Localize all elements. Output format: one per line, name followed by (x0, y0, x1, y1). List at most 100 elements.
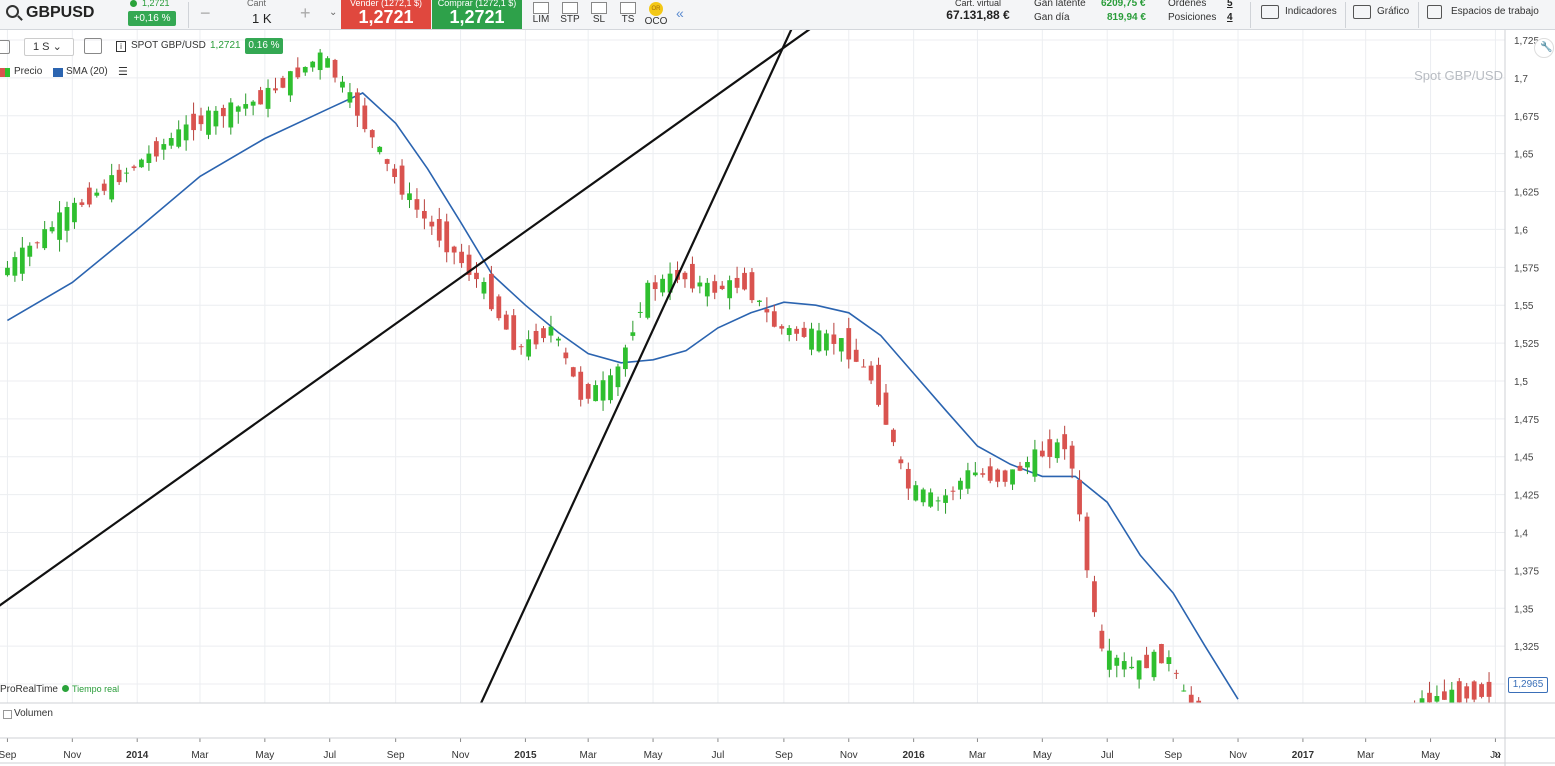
x-tick-label: May (255, 750, 274, 761)
chart-button[interactable]: Gráfico (1353, 0, 1415, 30)
volume-checkbox[interactable] (3, 710, 12, 719)
qty-input[interactable]: 1 K (252, 11, 272, 26)
buy-button[interactable]: Comprar (1272,1 $) 1,2721 (432, 0, 522, 29)
candle-body (302, 66, 308, 73)
candle (206, 106, 211, 140)
trendline[interactable] (479, 30, 794, 704)
order-stop-button[interactable]: STP (556, 0, 584, 30)
candle (1486, 672, 1492, 703)
candle (481, 277, 487, 300)
candle (548, 315, 554, 343)
candle-body (49, 227, 55, 232)
candle-body (660, 278, 666, 293)
candle-body (1039, 450, 1045, 457)
trendline[interactable] (0, 30, 816, 623)
positions-count[interactable]: 4 (1227, 12, 1233, 23)
candle (600, 371, 606, 411)
orders-count[interactable]: 5 (1227, 0, 1233, 9)
candle (280, 75, 286, 89)
candle-body (861, 366, 867, 368)
candle (1114, 654, 1120, 678)
candle (407, 182, 412, 209)
candle-body (593, 385, 599, 402)
candle (920, 487, 926, 507)
info-icon[interactable]: i (116, 41, 126, 52)
order-oco-button[interactable]: OR OCO (642, 0, 670, 30)
price-swatch-icon (0, 68, 10, 77)
candle (466, 245, 472, 281)
chart-type-icon[interactable] (84, 38, 102, 54)
indicators-button[interactable]: Indicadores (1261, 0, 1341, 30)
candle-body (1002, 470, 1008, 482)
top-toolbar: GBPUSD 1,2721 +0,16 % − Cant 1 K + ⌄ Ven… (0, 0, 1555, 30)
divider (188, 2, 189, 28)
candle (295, 57, 301, 80)
candle (1121, 652, 1127, 678)
candle (1144, 646, 1149, 669)
legend-sma-label[interactable]: SMA (20) (66, 66, 108, 77)
realtime-source: ProRealTime (0, 684, 58, 695)
candle (332, 58, 338, 83)
candle-body (712, 281, 718, 293)
candle-body (585, 383, 591, 399)
candle (496, 294, 502, 321)
expand-chevrons-icon[interactable]: » (1494, 746, 1502, 761)
buy-label: Comprar (1272,1 $) (437, 0, 517, 8)
candle (101, 179, 107, 196)
candle (868, 361, 874, 385)
candle (109, 163, 115, 203)
y-tick-label: 1,475 (1514, 415, 1539, 426)
order-limit-button[interactable]: LIM (527, 0, 555, 30)
candle (1173, 669, 1179, 679)
legend-price-label[interactable]: Precio (14, 66, 43, 77)
qty-minus-button[interactable]: − (200, 3, 211, 23)
chart-settings-button[interactable]: 🔧 (1534, 38, 1554, 58)
candle (1159, 643, 1164, 664)
candle (1427, 681, 1432, 703)
symbol-search[interactable]: GBPUSD (0, 0, 124, 30)
x-tick-label: Ju (1490, 750, 1501, 761)
indicators-label: Indicadores (1285, 6, 1337, 17)
day-gain-value: 819,94 € (1107, 12, 1146, 23)
candle-body (1441, 691, 1447, 700)
divider (1250, 2, 1251, 28)
workspaces-button[interactable]: Espacios de trabajo (1427, 0, 1552, 30)
candle (913, 480, 919, 502)
candle (1188, 686, 1194, 703)
candle-body (489, 273, 494, 310)
candle-body (34, 242, 40, 244)
trendlines[interactable] (0, 30, 816, 704)
list-icon[interactable]: ☰ (118, 66, 128, 78)
y-tick-label: 1,7 (1514, 74, 1528, 85)
candle (972, 462, 978, 477)
candle (883, 384, 889, 425)
candle-body (958, 480, 963, 490)
candle (749, 267, 755, 304)
period-select[interactable]: 1 S ⌄ (24, 38, 74, 56)
order-trailing-button[interactable]: TS (614, 0, 642, 30)
collapse-chevrons-icon[interactable]: « (676, 5, 684, 21)
qty-plus-button[interactable]: + (300, 3, 311, 23)
candle (1010, 469, 1015, 490)
sell-button[interactable]: Vender (1272,1 $) 1,2721 (341, 0, 431, 29)
y-tick-label: 1,325 (1514, 642, 1539, 653)
buy-price: 1,2721 (449, 7, 505, 27)
candle (72, 197, 77, 229)
order-stoploss-button[interactable]: SL (585, 0, 613, 30)
candle (861, 359, 867, 368)
candle-body (64, 207, 70, 231)
trailing-stop-icon (620, 2, 636, 14)
price-chart[interactable]: 1,725 1,7 1,675 1,65 1,625 1,6 1,575 1,55 1,525 1… (0, 30, 1555, 766)
candle-body (265, 87, 271, 109)
candle (1434, 685, 1440, 703)
candle-body (1151, 651, 1157, 678)
sma-swatch-icon (53, 68, 63, 77)
candle-body (1419, 698, 1425, 703)
qty-dropdown-button[interactable]: ⌄ (326, 0, 340, 30)
symbol-name[interactable]: GBPUSD (26, 4, 95, 21)
y-tick-label: 1,575 (1514, 263, 1539, 274)
drawing-tool-icon[interactable] (0, 40, 10, 54)
y-tick-label: 1,65 (1514, 150, 1534, 161)
candle (526, 330, 531, 361)
